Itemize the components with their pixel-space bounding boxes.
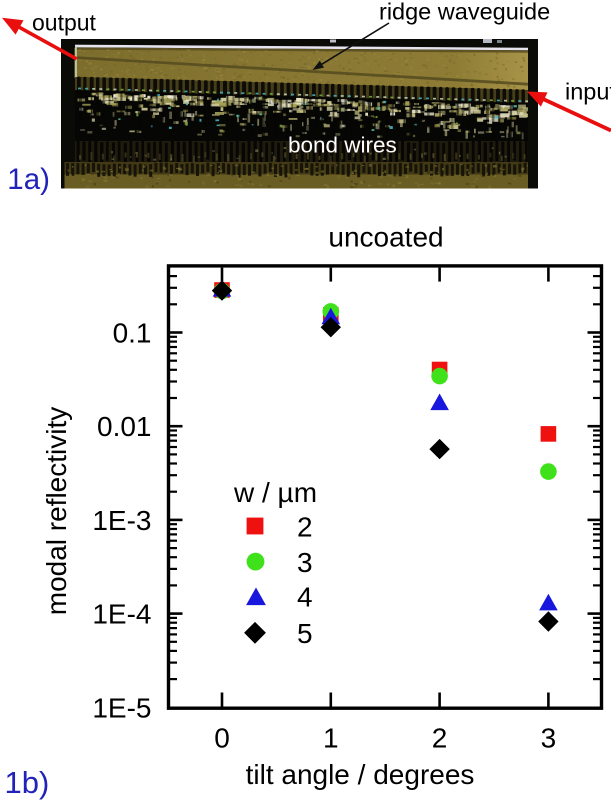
svg-text:w / µm: w / µm	[233, 477, 317, 508]
svg-text:ridge waveguide: ridge waveguide	[379, 0, 550, 24]
svg-text:1E-4: 1E-4	[92, 599, 151, 630]
svg-text:bond wires: bond wires	[288, 133, 397, 158]
svg-text:input: input	[565, 79, 611, 105]
svg-text:0.1: 0.1	[113, 318, 152, 349]
svg-text:4: 4	[297, 582, 313, 613]
svg-text:1a): 1a)	[7, 163, 50, 196]
svg-text:tilt angle / degrees: tilt angle / degrees	[246, 759, 475, 790]
svg-text:modal reflectivity: modal reflectivity	[41, 407, 72, 616]
svg-text:output: output	[32, 10, 97, 36]
svg-text:uncoated: uncoated	[328, 222, 443, 253]
svg-text:3: 3	[297, 547, 313, 578]
svg-text:5: 5	[297, 618, 313, 649]
svg-text:1E-5: 1E-5	[92, 692, 151, 723]
svg-text:0.01: 0.01	[97, 411, 152, 442]
svg-text:1b): 1b)	[5, 765, 50, 800]
svg-text:2: 2	[432, 723, 448, 754]
svg-text:1E-3: 1E-3	[92, 505, 151, 536]
svg-text:0: 0	[214, 723, 230, 754]
svg-text:2: 2	[297, 512, 313, 543]
svg-text:3: 3	[541, 723, 557, 754]
svg-text:1: 1	[323, 723, 339, 754]
